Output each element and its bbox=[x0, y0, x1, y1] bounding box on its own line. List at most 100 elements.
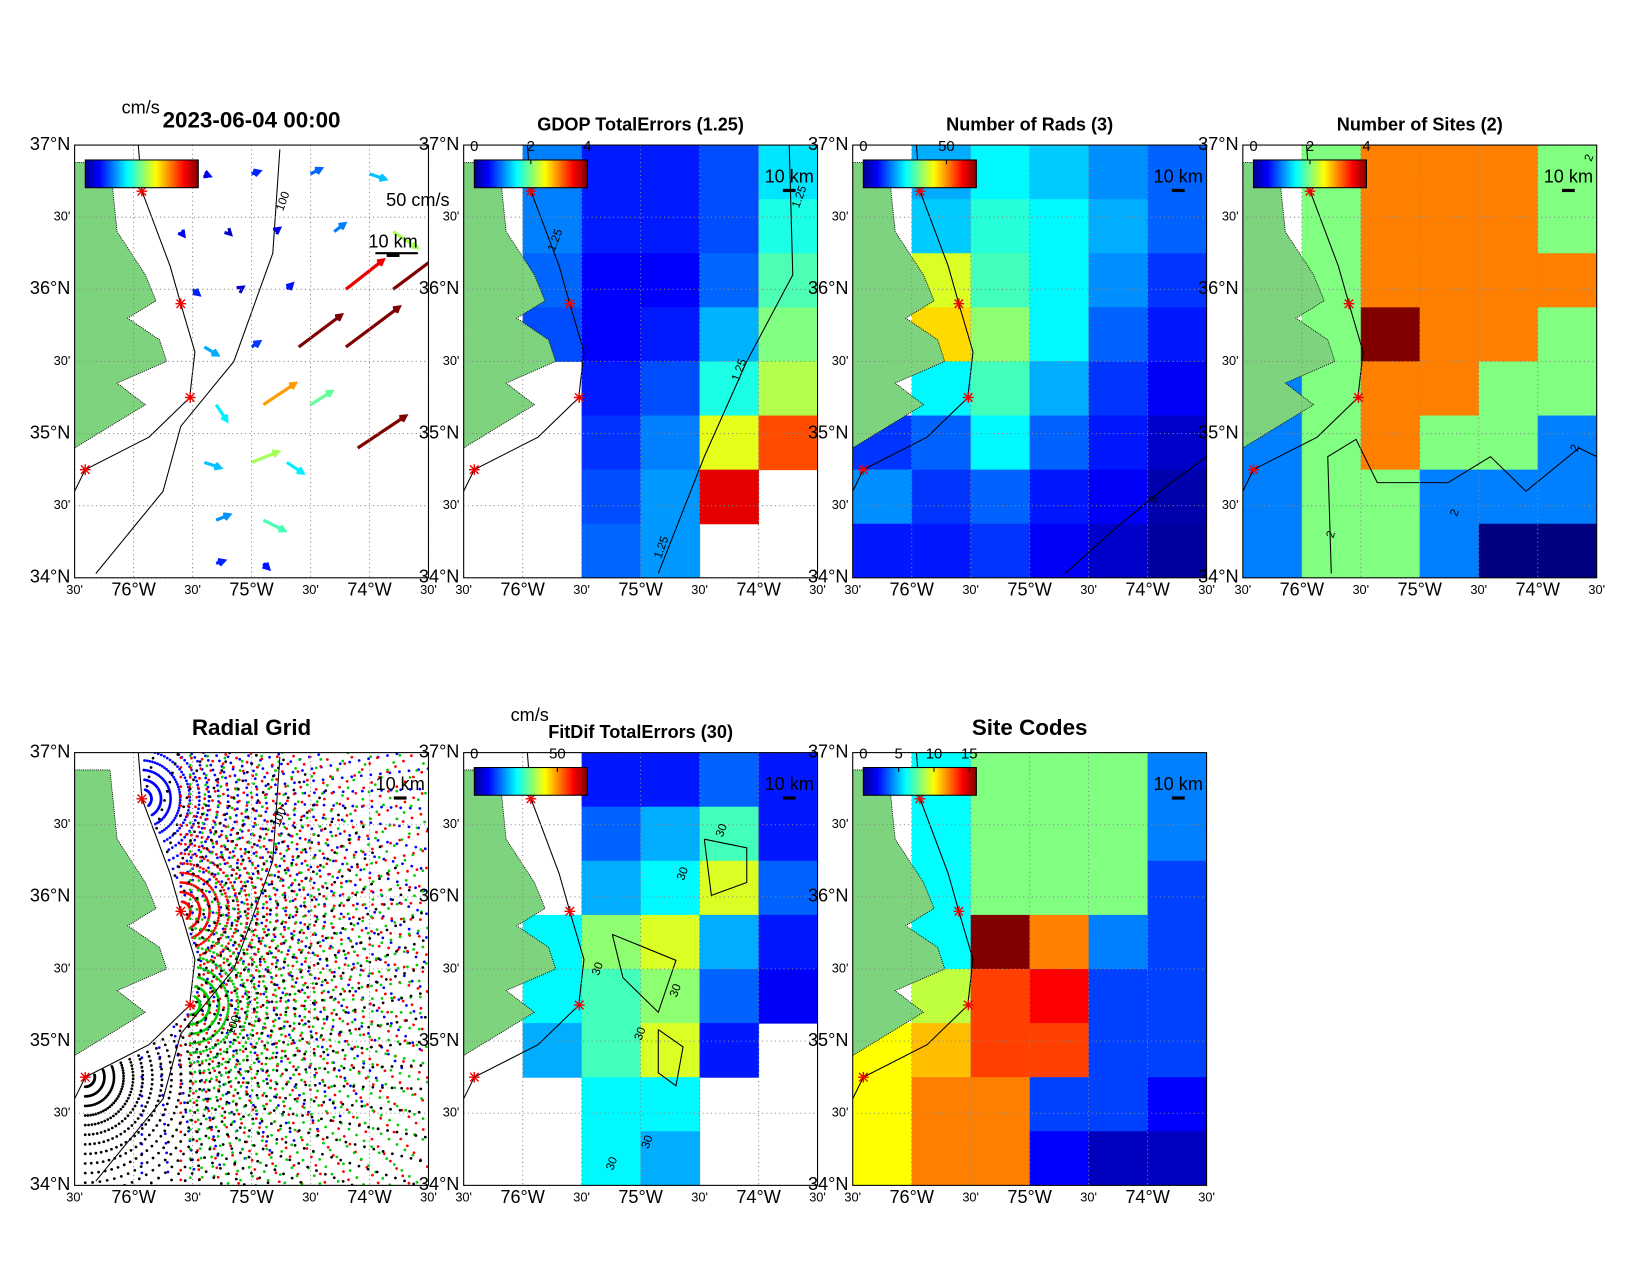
radial-grid-point bbox=[409, 917, 413, 921]
radial-grid-point bbox=[239, 1073, 243, 1077]
radial-grid-point bbox=[420, 1097, 423, 1100]
radial-grid-point bbox=[196, 1041, 200, 1044]
radial-grid-point bbox=[202, 802, 206, 806]
radial-grid-point bbox=[316, 1133, 320, 1137]
radial-grid-point bbox=[292, 985, 296, 989]
radial-grid-point bbox=[288, 946, 292, 949]
radial-grid-point bbox=[235, 898, 239, 902]
radial-grid-point bbox=[219, 1013, 222, 1017]
radial-grid-point bbox=[204, 1170, 208, 1174]
radial-grid-point bbox=[284, 871, 288, 875]
radial-grid-point bbox=[227, 887, 230, 890]
lat-tick-label: 30' bbox=[54, 353, 71, 368]
radial-grid-point bbox=[165, 1151, 168, 1155]
radial-grid-point bbox=[320, 991, 324, 995]
radial-grid-point bbox=[179, 1085, 183, 1089]
radial-grid-point bbox=[295, 1099, 299, 1103]
radial-grid-point bbox=[263, 1022, 267, 1026]
radial-grid-point bbox=[265, 1077, 269, 1081]
radial-grid-point bbox=[243, 866, 246, 870]
radial-grid-point bbox=[412, 947, 415, 951]
radial-grid-point bbox=[197, 943, 201, 947]
radial-grid-point bbox=[317, 977, 321, 980]
radial-grid-point bbox=[383, 992, 387, 996]
radial-grid-point bbox=[290, 863, 294, 867]
radial-grid-point bbox=[370, 882, 373, 886]
radial-grid-point bbox=[99, 1150, 103, 1154]
radial-grid-point bbox=[290, 974, 294, 978]
radial-grid-point bbox=[215, 1075, 218, 1079]
radial-grid-point bbox=[270, 1029, 273, 1033]
radial-grid-point bbox=[262, 1091, 266, 1095]
radial-grid-point bbox=[280, 950, 283, 954]
radial-grid-point bbox=[272, 813, 276, 817]
radial-grid-point bbox=[302, 1106, 306, 1110]
radial-grid-point bbox=[216, 1175, 220, 1179]
radial-grid-point bbox=[288, 993, 292, 996]
radial-grid-point bbox=[275, 1013, 279, 1017]
site-marker bbox=[858, 1071, 869, 1083]
radial-grid-point bbox=[231, 839, 235, 843]
heat-cell bbox=[1029, 253, 1090, 308]
radial-grid-point bbox=[241, 1147, 245, 1151]
radial-grid-point bbox=[284, 1010, 288, 1014]
radial-grid-point bbox=[325, 964, 329, 968]
radial-grid-point bbox=[225, 895, 228, 898]
radial-grid-point bbox=[255, 801, 259, 805]
radial-grid-point bbox=[241, 858, 245, 862]
radial-grid-point bbox=[189, 839, 192, 842]
radial-grid-point bbox=[117, 1110, 120, 1114]
radial-grid-point bbox=[307, 969, 310, 973]
radial-grid-point bbox=[219, 1182, 223, 1185]
radial-grid-point bbox=[141, 1073, 145, 1077]
radial-grid-point bbox=[294, 999, 298, 1003]
radial-grid-point bbox=[332, 915, 336, 919]
radial-grid-point bbox=[254, 953, 257, 956]
radial-grid-point bbox=[345, 1108, 349, 1112]
radial-grid-point bbox=[88, 1142, 92, 1146]
radial-grid-point bbox=[171, 856, 175, 860]
radial-grid-point bbox=[183, 818, 187, 822]
radial-grid-point bbox=[324, 817, 327, 821]
radial-grid-point bbox=[290, 834, 294, 838]
radial-grid-point bbox=[204, 889, 208, 893]
radial-grid-point bbox=[370, 972, 374, 975]
radial-grid-point bbox=[190, 1172, 194, 1175]
radial-grid-point bbox=[257, 980, 261, 984]
radial-grid-point bbox=[379, 1132, 383, 1136]
radial-grid-point bbox=[250, 1158, 254, 1162]
heat-cell bbox=[1478, 199, 1539, 254]
radial-grid-point bbox=[140, 1104, 144, 1108]
radial-grid-point bbox=[365, 959, 369, 963]
radial-grid-point bbox=[405, 883, 408, 887]
radial-grid-point bbox=[182, 889, 186, 893]
radial-grid-point bbox=[176, 783, 179, 786]
radial-grid-point bbox=[179, 1159, 183, 1163]
radial-grid-point bbox=[184, 1043, 187, 1046]
heat-cell bbox=[640, 361, 701, 417]
colorbar bbox=[473, 159, 588, 189]
radial-grid-point bbox=[265, 1125, 268, 1129]
radial-grid-point bbox=[370, 847, 374, 851]
radial-grid-point bbox=[301, 1037, 304, 1041]
radial-grid-point bbox=[339, 1105, 343, 1109]
radial-grid-point bbox=[213, 863, 216, 867]
contour-line bbox=[657, 145, 794, 574]
radial-grid-point bbox=[168, 1090, 172, 1094]
radial-grid-point bbox=[219, 868, 223, 872]
radial-grid-point bbox=[408, 788, 412, 791]
radial-grid-point bbox=[195, 1103, 199, 1107]
radial-grid-point bbox=[220, 1025, 224, 1028]
lat-tick-label: 30' bbox=[832, 816, 849, 831]
radial-grid-point bbox=[281, 935, 285, 939]
radial-grid-point bbox=[183, 835, 187, 839]
radial-grid-point bbox=[202, 912, 206, 916]
radial-grid-point bbox=[215, 931, 218, 935]
radial-grid-point bbox=[231, 765, 235, 769]
radial-grid-point bbox=[244, 1104, 248, 1107]
radial-grid-point bbox=[159, 753, 163, 757]
radial-grid-point bbox=[216, 872, 220, 876]
radial-grid-point bbox=[293, 1014, 297, 1018]
radial-grid-point bbox=[318, 796, 321, 800]
radial-grid-point bbox=[285, 1068, 288, 1072]
